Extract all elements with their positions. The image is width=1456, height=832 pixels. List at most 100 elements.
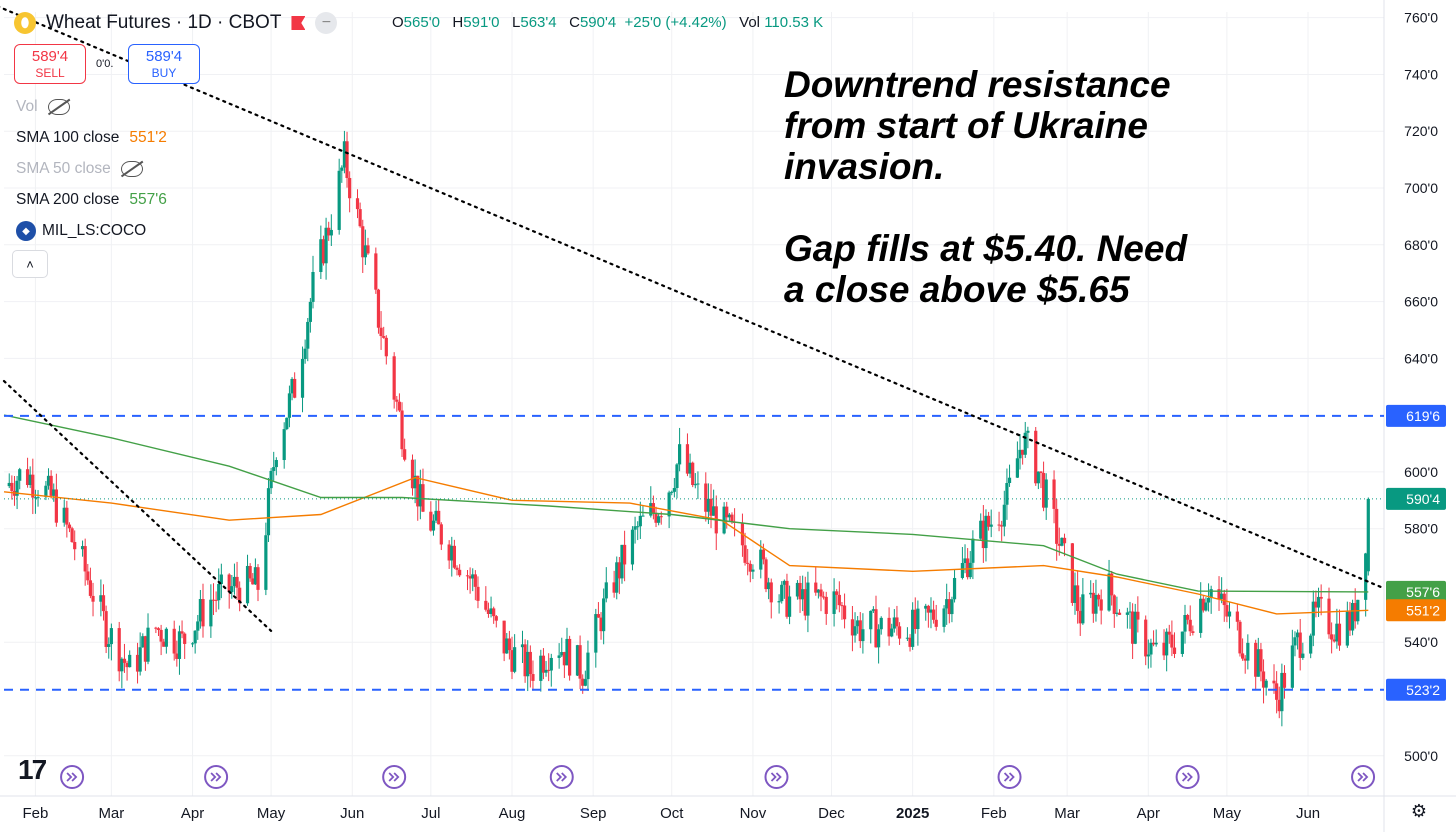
candle-body [486,609,491,614]
candle-body [361,226,365,258]
candle-body [1094,594,1098,614]
candle-body [1099,599,1103,611]
event-marker-icon[interactable] [1175,765,1200,789]
candle-body [274,460,278,468]
indicator-sma100[interactable]: SMA 100 close 551'2 [16,129,167,147]
candle-body [198,599,202,622]
candle-body [513,647,517,672]
candle-body [340,167,344,171]
indicator-sma200[interactable]: SMA 200 close 557'6 [16,191,167,209]
candle-body [528,651,532,675]
candle-body [1060,537,1064,546]
candle-body [520,644,525,648]
candle-body [484,600,488,610]
candle-body [1201,598,1205,611]
candle-body [877,629,881,648]
candle-body [230,586,234,593]
candle-body [1186,615,1190,620]
candle-body [612,582,616,593]
candle-body [450,545,454,561]
candle-body [219,574,223,584]
candle-body [837,594,841,606]
candle-body [143,636,148,662]
candle-body [403,449,407,460]
candle-body [54,489,58,523]
time-tick-label: Mar [98,805,124,822]
symbol-title[interactable]: Wheat Futures · 1D · CBOT [46,12,282,33]
candle-body [156,628,161,630]
candle-body [989,524,993,527]
candle-body [1311,601,1315,636]
candle-body [1073,585,1077,603]
candle-body [46,475,51,486]
event-marker-icon[interactable] [382,765,407,789]
indicator-volume[interactable]: Vol [16,98,70,116]
tradingview-logo-icon[interactable]: 17 [18,754,47,785]
candle-body [568,638,572,676]
candle-body [853,626,857,636]
candle-body [581,678,585,686]
candle-body [1170,634,1174,648]
candle-body [908,637,912,647]
indicator-sma50[interactable]: SMA 50 close [16,160,143,178]
sma200-line [3,414,1369,593]
candle-body [1112,595,1116,614]
candle-body [1018,449,1022,459]
candle-body [932,609,936,620]
candle-body [560,652,564,656]
candle-body [135,654,140,672]
indicator-coco[interactable]: ◆ MIL_LS:COCO [16,221,146,241]
eye-off-icon[interactable] [120,161,143,177]
event-marker-icon[interactable] [60,765,85,789]
candle-body [162,641,166,647]
sell-button[interactable]: 589'4 SELL [14,44,86,84]
candle-body [379,327,383,337]
flag-icon[interactable] [291,16,306,30]
event-marker-icon[interactable] [1351,765,1376,789]
more-options-icon[interactable]: − [315,12,338,34]
candle-body [15,480,19,496]
candle-body [693,484,697,486]
event-marker-icon[interactable] [549,765,574,789]
candle-body [418,484,422,507]
candle-body [562,652,566,666]
gear-icon[interactable]: ⚙ [1410,801,1428,821]
candle-body [494,616,498,621]
event-marker-icon[interactable] [764,765,789,789]
candle-body [117,628,121,672]
candle-body [1015,458,1019,478]
candle-body [649,503,653,516]
candle-body [146,627,150,662]
price-label-text: 590'4 [1406,491,1440,507]
candle-body [874,609,878,648]
candle-body [180,631,184,634]
candle-body [44,485,48,498]
eye-off-icon[interactable] [47,99,70,115]
candle-body [392,356,396,400]
event-marker-arrow [1357,772,1369,782]
candle-body [33,497,38,499]
candle-body [363,245,367,258]
time-tick-label: Feb [981,805,1007,822]
time-tick-label: 2025 [896,805,929,822]
collapse-legend-button[interactable]: ˄ [12,250,48,278]
candle-body [52,489,56,496]
candle-body [99,595,103,602]
buy-button[interactable]: 589'4 BUY [128,44,200,84]
event-marker-arrow [66,772,78,782]
price-label-badge [1386,487,1446,510]
candle-body [547,669,551,671]
price-label-badge [1386,599,1446,622]
candle-body [657,516,661,523]
event-marker-arrow [388,772,400,782]
symbol-header[interactable]: ⬮ Wheat Futures · 1D · CBOT − [14,10,338,36]
candle-body [217,583,221,601]
time-tick-label: Sep [580,805,607,822]
candle-body [803,589,807,616]
candle-body [159,629,163,642]
event-marker-icon[interactable] [204,765,229,789]
candle-body [832,591,836,614]
candle-body [1188,619,1192,632]
event-marker-icon[interactable] [997,765,1022,789]
